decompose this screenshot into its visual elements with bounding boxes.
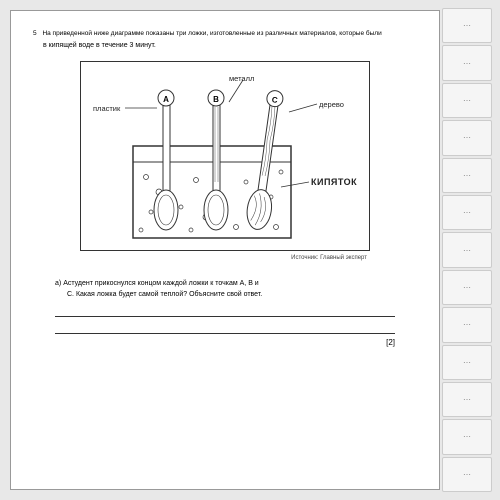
spoons-diagram: A B [81,62,371,252]
question-number: 5 [33,29,37,38]
diagram-frame: пластик металл дерево КИПЯТОК [80,61,370,251]
label-boiling-water: КИПЯТОК [311,177,357,187]
spoon-b-label: B [213,95,219,104]
answer-line-1 [55,316,395,317]
sub-question-a: а) Астудент прикоснулся концом каждой ло… [55,279,397,300]
thumbnail-tab[interactable]: ⋯ [442,419,492,454]
sub-question-prefix: а) [55,280,61,287]
thumbnail-tab[interactable]: ⋯ [442,270,492,305]
question-intro: 5 На приведенной ниже диаграмме показаны… [33,29,417,38]
answer-line-2 [55,333,395,334]
thumbnail-tab[interactable]: ⋯ [442,307,492,342]
label-metal: металл [229,74,254,83]
diagram-source: Источник: Главный эксперт [33,255,367,261]
marks-value: [2] [33,338,395,347]
thumbnail-tab[interactable]: ⋯ [442,345,492,380]
thumbnail-tab[interactable]: ⋯ [442,457,492,492]
side-thumbnails: ⋯ ⋯ ⋯ ⋯ ⋯ ⋯ ⋯ ⋯ ⋯ ⋯ ⋯ ⋯ ⋯ [442,8,492,492]
worksheet-page: 5 На приведенной ниже диаграмме показаны… [10,10,440,490]
thumbnail-tab[interactable]: ⋯ [442,8,492,43]
label-wood: дерево [319,100,344,109]
thumbnail-tab[interactable]: ⋯ [442,382,492,417]
thumbnail-tab[interactable]: ⋯ [442,195,492,230]
spoon-a-label: A [163,95,169,104]
thumbnail-tab[interactable]: ⋯ [442,83,492,118]
thumbnail-tab[interactable]: ⋯ [442,45,492,80]
sub-question-line1: Астудент прикоснулся концом каждой ложки… [63,280,259,287]
question-intro-text: На приведенной ниже диаграмме показаны т… [42,30,381,37]
label-plastic: пластик [93,104,120,113]
question-bold-line: в кипящей воде в течение 3 минут. [43,42,417,49]
thumbnail-tab[interactable]: ⋯ [442,120,492,155]
sub-question-line2: C. Какая ложка будет самой теплой? Объяс… [67,290,262,301]
thumbnail-tab[interactable]: ⋯ [442,158,492,193]
thumbnail-tab[interactable]: ⋯ [442,232,492,267]
